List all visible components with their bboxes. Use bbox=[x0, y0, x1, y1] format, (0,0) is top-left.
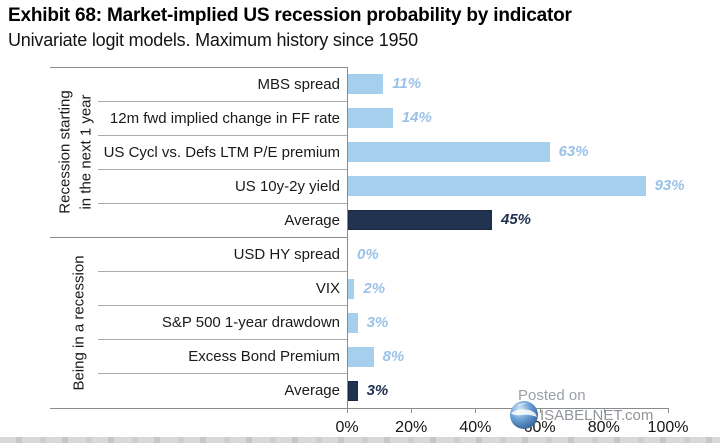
x-axis-tick bbox=[668, 408, 669, 413]
globe-icon bbox=[510, 401, 538, 429]
x-axis-tick bbox=[539, 408, 541, 413]
x-axis-tick-label: 100% bbox=[647, 419, 689, 436]
category-label: US 10y-2y yield bbox=[234, 177, 340, 195]
bar bbox=[348, 108, 393, 129]
category-label: 12m fwd implied change in FF rate bbox=[109, 109, 340, 127]
row-divider bbox=[98, 339, 347, 341]
bar bbox=[348, 74, 384, 95]
bar-value-label: 3% bbox=[366, 381, 389, 399]
bar bbox=[348, 346, 374, 367]
x-axis-tick bbox=[603, 408, 605, 413]
bar-value-label: 0% bbox=[357, 245, 379, 263]
row-divider bbox=[98, 168, 347, 170]
x-axis-tick bbox=[475, 408, 477, 413]
category-label: US Cycl vs. Defs LTM P/E premium bbox=[103, 143, 340, 161]
row-divider bbox=[98, 100, 347, 102]
x-axis-tick-label: 40% bbox=[459, 419, 492, 436]
bar-value-label: 93% bbox=[654, 177, 685, 195]
category-label: VIX bbox=[315, 280, 340, 298]
group-divider bbox=[50, 237, 347, 238]
category-axis-line bbox=[347, 67, 348, 408]
page-title: Exhibit 68: Market-implied US recession … bbox=[8, 5, 572, 26]
bar-value-label: 8% bbox=[382, 347, 405, 365]
x-axis-tick-label: 0% bbox=[335, 419, 359, 436]
bar-value-label: 63% bbox=[558, 143, 589, 161]
x-axis-line bbox=[50, 407, 668, 409]
row-divider bbox=[98, 373, 347, 375]
category-label: USD HY spread bbox=[233, 246, 340, 264]
group-label: Being in a recession bbox=[69, 255, 87, 391]
bar bbox=[348, 142, 550, 163]
average-bar bbox=[348, 380, 358, 401]
average-bar bbox=[348, 210, 492, 231]
x-axis-tick-label: 20% bbox=[395, 419, 428, 436]
category-label: S&P 500 1-year drawdown bbox=[161, 314, 340, 332]
watermark-site: ISABELNET.com bbox=[540, 407, 654, 424]
x-axis-tick bbox=[411, 408, 413, 413]
group-label: Recession starting in the next 1 year bbox=[56, 90, 94, 214]
footer-strip bbox=[0, 437, 720, 443]
bar-value-label: 14% bbox=[401, 109, 432, 127]
row-divider bbox=[98, 202, 347, 204]
bar bbox=[348, 278, 355, 299]
x-axis-tick-label: 80% bbox=[587, 419, 620, 436]
page-subtitle: Univariate logit models. Maximum history… bbox=[8, 30, 418, 50]
category-label: Average bbox=[284, 382, 340, 400]
bar-value-label: 3% bbox=[366, 313, 389, 331]
bar-value-label: 45% bbox=[501, 211, 532, 229]
group-divider bbox=[50, 66, 347, 68]
bar-value-label: 2% bbox=[363, 279, 386, 297]
row-divider bbox=[98, 134, 347, 136]
bar bbox=[348, 176, 646, 197]
x-axis-tick bbox=[347, 408, 348, 413]
watermark-posted-on: Posted on bbox=[518, 387, 586, 404]
category-label: MBS spread bbox=[257, 75, 340, 93]
bar-value-label: 11% bbox=[392, 75, 422, 93]
row-divider bbox=[98, 305, 347, 307]
bar bbox=[348, 312, 358, 333]
category-label: Average bbox=[284, 211, 340, 229]
row-divider bbox=[98, 271, 347, 273]
category-label: Excess Bond Premium bbox=[188, 348, 340, 366]
